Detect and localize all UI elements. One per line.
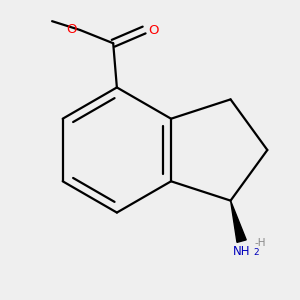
- Text: O: O: [148, 23, 159, 37]
- Text: NH: NH: [233, 245, 250, 258]
- Polygon shape: [231, 201, 246, 242]
- Text: 2: 2: [253, 248, 259, 257]
- Text: O: O: [67, 23, 77, 36]
- Text: -H: -H: [254, 238, 266, 248]
